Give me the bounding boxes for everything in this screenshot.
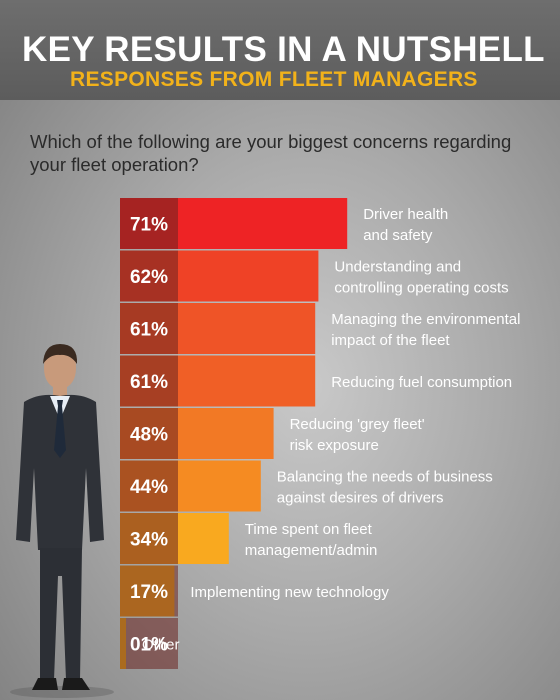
category-label: Driver health and safety [363, 206, 448, 244]
survey-question: Which of the following are your biggest … [30, 131, 512, 175]
value-label: 17% [130, 582, 168, 603]
businessman-illustration [10, 344, 114, 698]
category-label: Balancing the needs of business against d… [277, 469, 493, 507]
percent-cell [120, 565, 178, 617]
percent-cell [120, 250, 178, 302]
header-band [0, 0, 560, 100]
category-label: Reducing fuel consumption [331, 374, 512, 391]
value-label: 61% [130, 320, 168, 341]
category-label: Managing the environmental impact of the … [331, 311, 520, 349]
percent-cell [120, 618, 178, 669]
value-label: 62% [130, 267, 168, 288]
category-label: Time spent on fleet management/admin [245, 521, 378, 559]
value-label: 34% [130, 530, 168, 551]
value-label: 44% [130, 477, 168, 498]
category-label: Other [142, 637, 180, 654]
page-title: KEY RESULTS IN A NUTSHELL [22, 30, 545, 69]
percent-cell [120, 513, 178, 564]
category-label: Implementing new technology [190, 584, 389, 601]
page-subtitle: RESPONSES FROM FLEET MANAGERS [70, 68, 478, 91]
value-label: 48% [130, 425, 168, 446]
value-label: 61% [130, 372, 168, 393]
percent-cell [120, 460, 178, 512]
percent-cell [120, 303, 178, 354]
category-label: Reducing 'grey fleet' risk exposure [290, 416, 425, 454]
category-label: Understanding and controlling operating c… [334, 259, 508, 297]
value-label: 01% [130, 635, 168, 656]
percent-cell [120, 408, 178, 459]
value-label: 71% [130, 215, 168, 236]
percent-cell [120, 198, 178, 249]
percent-cell [120, 355, 178, 407]
